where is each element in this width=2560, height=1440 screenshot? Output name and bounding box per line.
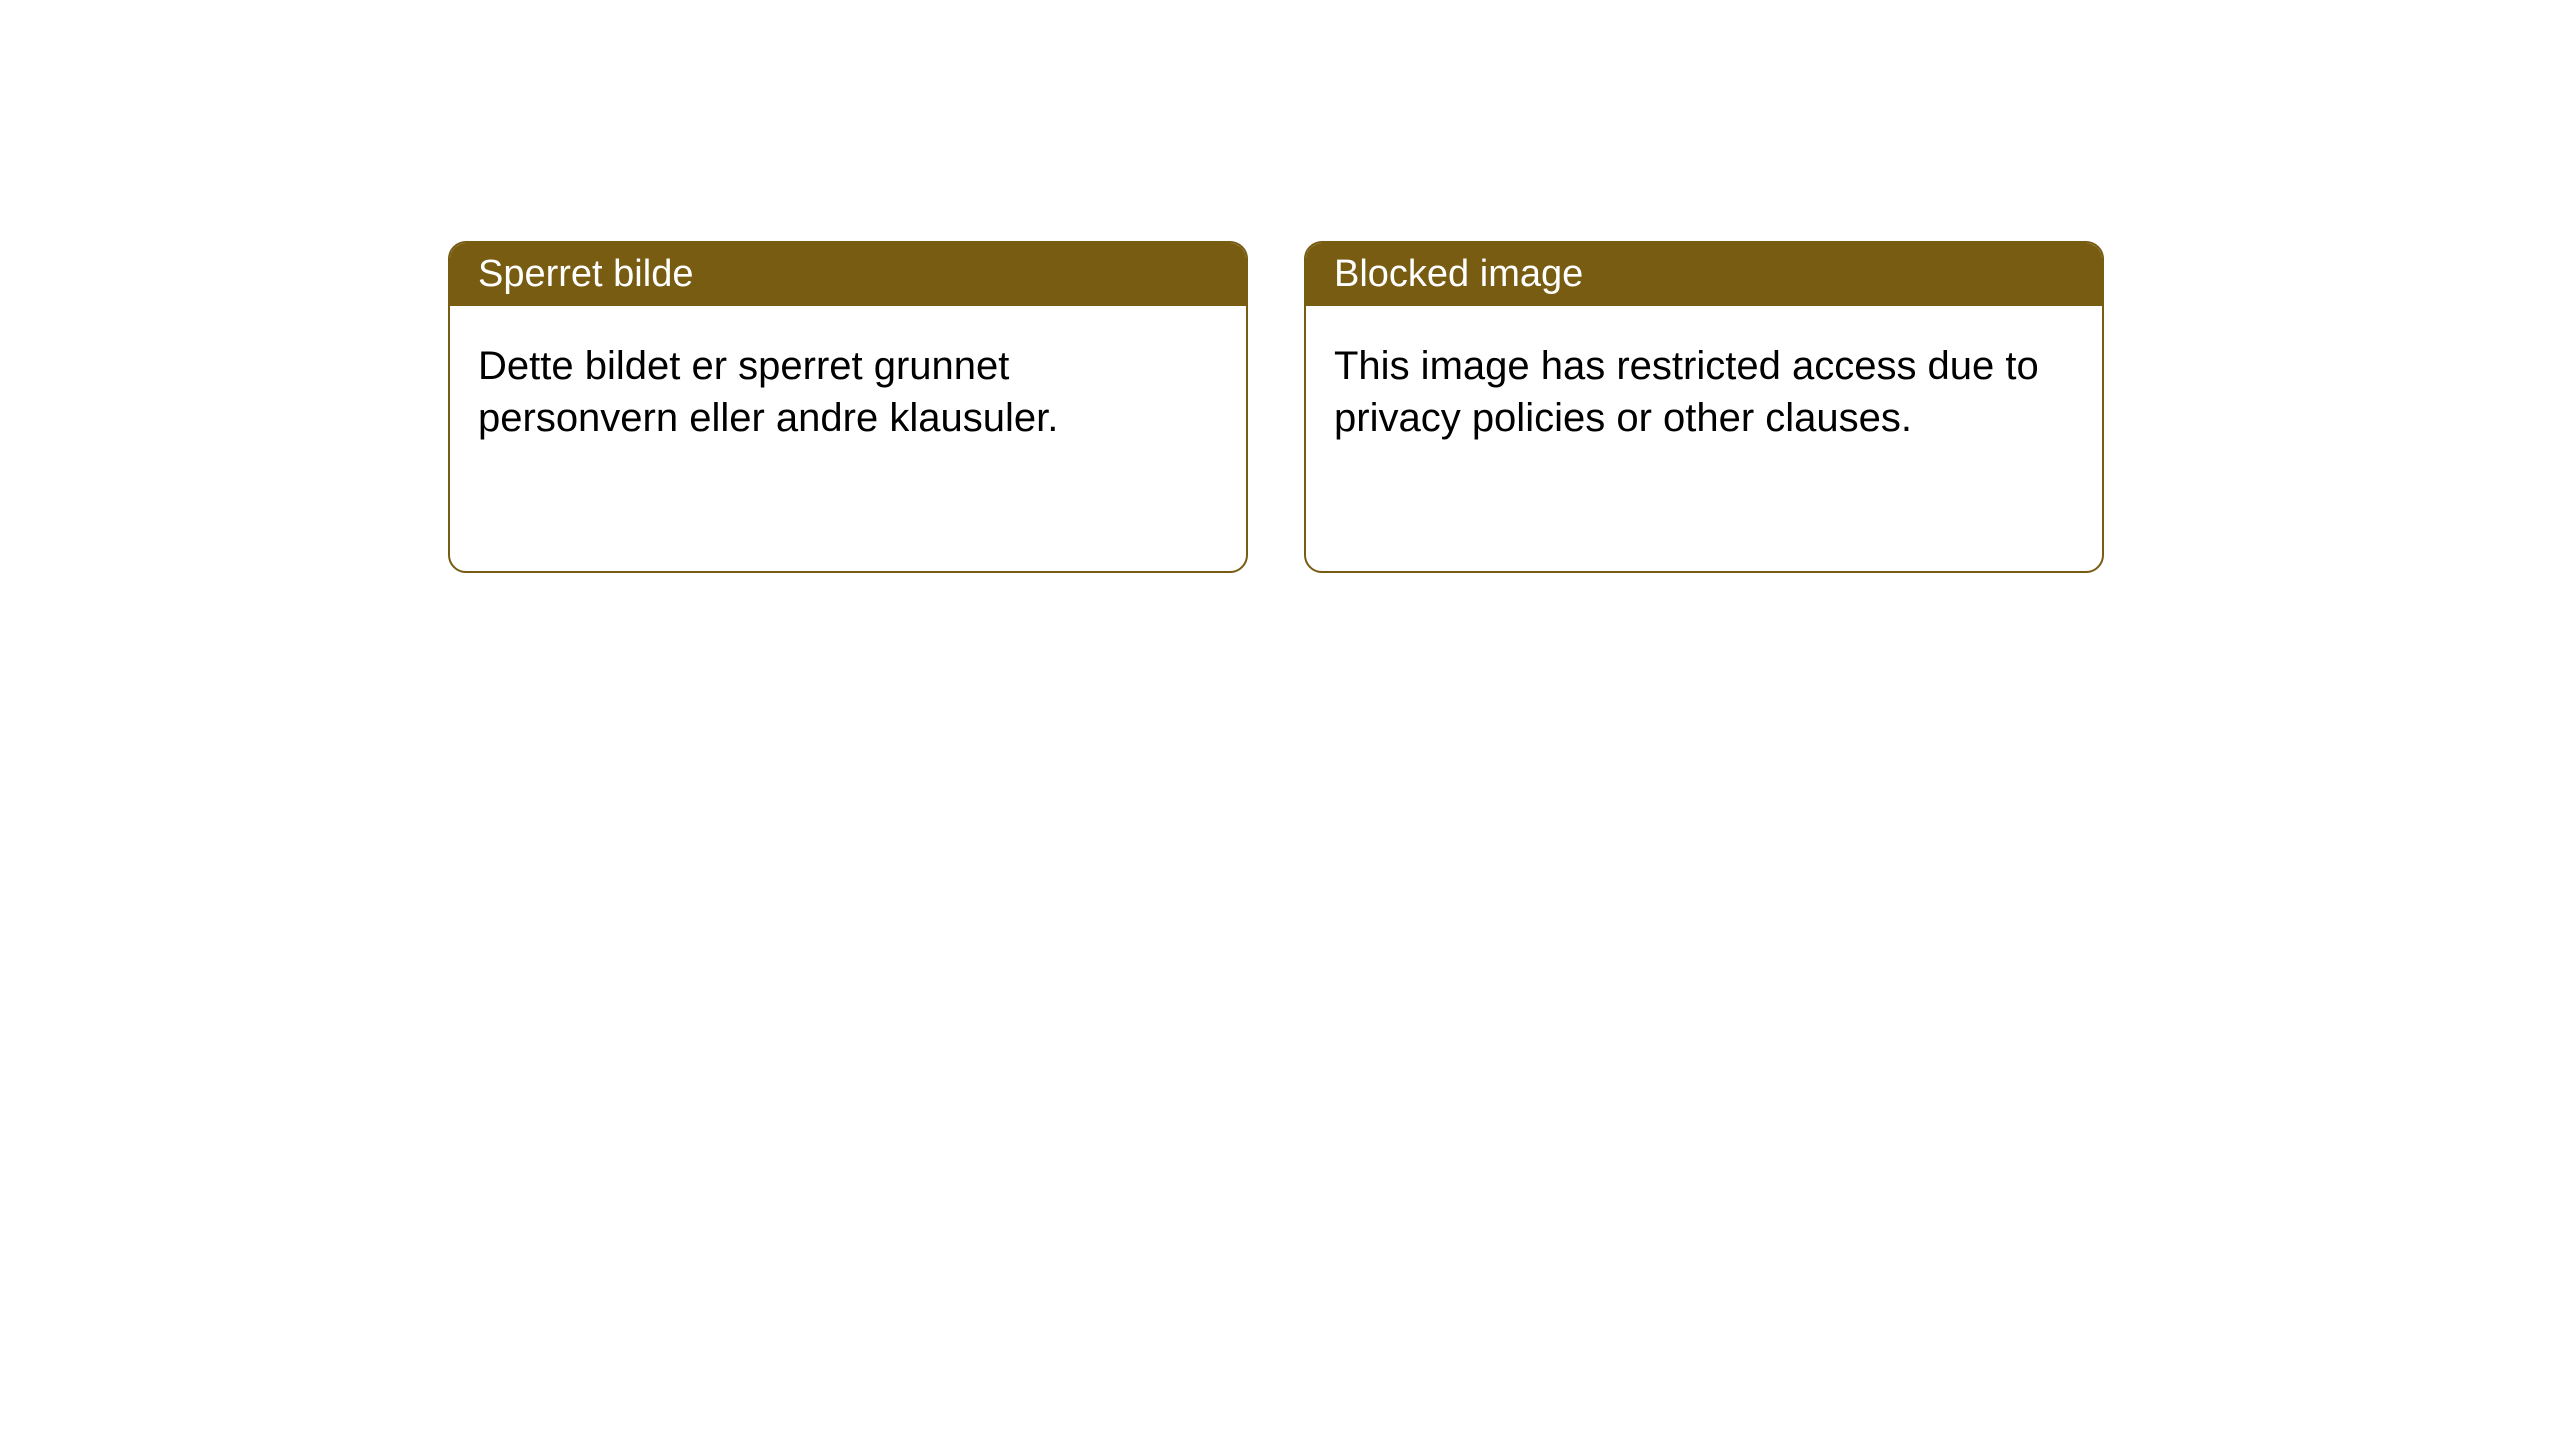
notice-header: Sperret bilde	[450, 243, 1246, 306]
notice-body: This image has restricted access due to …	[1306, 306, 2102, 478]
notice-card-norwegian: Sperret bilde Dette bildet er sperret gr…	[448, 241, 1248, 573]
notice-body: Dette bildet er sperret grunnet personve…	[450, 306, 1246, 478]
notice-container: Sperret bilde Dette bildet er sperret gr…	[448, 241, 2104, 573]
notice-card-english: Blocked image This image has restricted …	[1304, 241, 2104, 573]
notice-header: Blocked image	[1306, 243, 2102, 306]
